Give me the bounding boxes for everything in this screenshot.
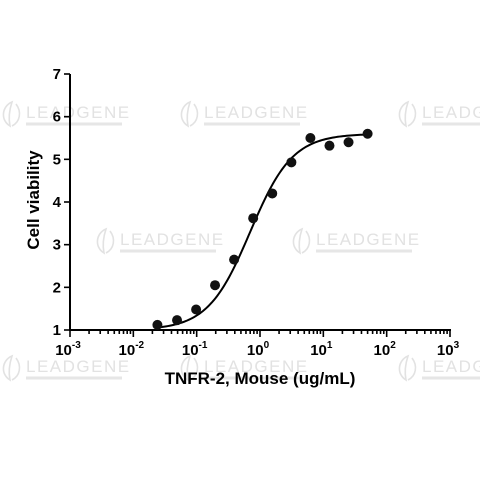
watermark-text: LEADGENE: [316, 230, 421, 249]
watermark-text: LEADGENE: [120, 230, 225, 249]
y-tick-label: 7: [53, 66, 61, 83]
fit-curve: [157, 133, 368, 329]
watermark: LEADGENE: [398, 354, 480, 382]
x-axis-title: TNFR-2, Mouse (ug/mL): [165, 369, 356, 388]
y-tick-label: 1: [53, 322, 61, 339]
watermark-layer: LEADGENE LEADGENE LEADGENE LEADGENE LEADGENE…: [2, 100, 480, 382]
y-axis-title: Cell viability: [24, 150, 43, 250]
leaf-logo-icon: [398, 354, 417, 382]
y-axis-ticks: 1 2 3 4 5 6 7: [53, 66, 70, 339]
data-point: [324, 140, 335, 151]
data-point: [362, 128, 373, 139]
watermark: LEADGENE: [398, 100, 480, 128]
y-tick-label: 2: [53, 279, 61, 296]
data-point: [343, 137, 354, 148]
watermark-text: LEADGENE: [422, 103, 480, 122]
watermark: LEADGENE: [292, 227, 421, 255]
data-point: [152, 319, 163, 330]
watermark-text: LEADGENE: [26, 357, 131, 376]
y-tick-label: 6: [53, 109, 61, 126]
leaf-logo-icon: [2, 100, 21, 128]
data-point: [210, 280, 221, 291]
y-tick-label: 3: [53, 237, 61, 254]
data-point: [229, 254, 240, 265]
data-points: [152, 128, 373, 330]
y-tick-label: 5: [53, 151, 61, 168]
data-point: [172, 315, 183, 326]
data-point: [191, 304, 202, 315]
watermark: LEADGENE: [2, 354, 131, 382]
watermark-text: LEADGENE: [204, 103, 309, 122]
x-tick-label: 103: [437, 340, 460, 359]
watermark-text: LEADGENE: [204, 357, 309, 376]
x-tick-label: 10-3: [55, 340, 81, 359]
leaf-logo-icon: [180, 100, 199, 128]
x-tick-label: 100: [247, 340, 270, 359]
y-tick-label: 4: [53, 194, 62, 211]
data-point: [267, 188, 278, 199]
leaf-logo-icon: [398, 100, 417, 128]
x-tick-label: 10-2: [119, 340, 145, 359]
leaf-logo-icon: [180, 354, 199, 382]
watermark-text: LEADGENE: [422, 357, 480, 376]
data-point: [286, 157, 297, 168]
data-point: [305, 133, 316, 143]
watermark: LEADGENE: [180, 100, 309, 128]
data-point: [248, 213, 259, 224]
x-tick-label: 10-1: [182, 340, 208, 359]
leaf-logo-icon: [96, 227, 115, 255]
watermark: LEADGENE: [180, 354, 309, 382]
x-axis-ticks: 10-3 10-2 10-1 100 101 102 103: [55, 330, 460, 359]
leaf-logo-icon: [292, 227, 311, 255]
watermark: LEADGENE: [96, 227, 225, 255]
x-tick-label: 102: [374, 340, 397, 359]
watermark: LEADGENE: [2, 100, 131, 128]
x-tick-label: 101: [310, 340, 333, 359]
watermark-text: LEADGENE: [26, 103, 131, 122]
leaf-logo-icon: [2, 354, 21, 382]
